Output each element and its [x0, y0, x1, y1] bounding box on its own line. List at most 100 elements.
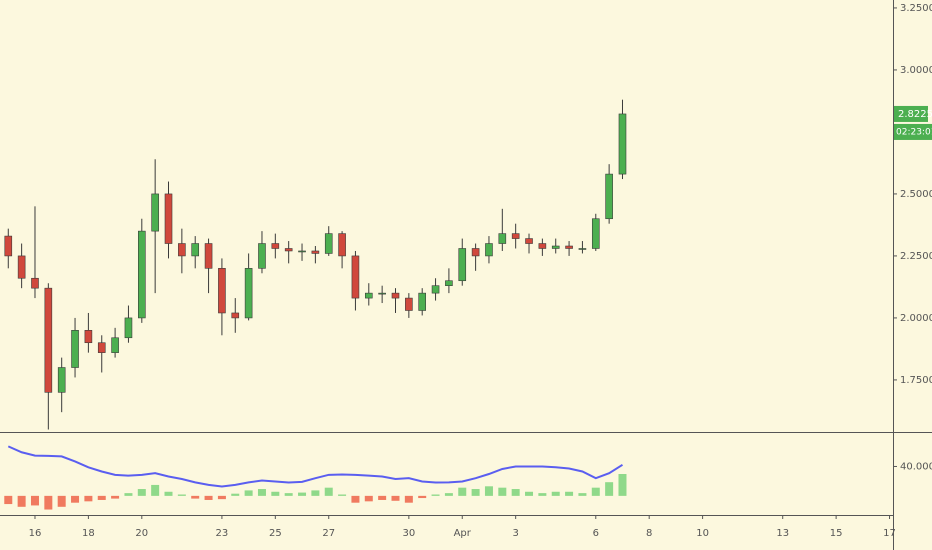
histogram-bar: [364, 495, 373, 502]
candle-body: [84, 330, 93, 344]
candle-body: [591, 218, 600, 249]
x-tick-label: 10: [696, 528, 709, 539]
candle-body: [391, 292, 400, 299]
histogram-bar: [164, 491, 173, 496]
x-tick-label: 15: [830, 528, 843, 539]
histogram-bar: [271, 491, 280, 496]
candle-body: [44, 287, 53, 393]
histogram-bar: [511, 489, 520, 496]
x-tick-label: 18: [82, 528, 95, 539]
candle-body: [605, 173, 613, 220]
candle-body: [284, 248, 293, 252]
histogram-bar: [137, 489, 146, 496]
candle-body: [525, 238, 533, 244]
histogram-bar: [591, 487, 600, 496]
candle-body: [258, 243, 266, 269]
histogram-bar: [71, 495, 80, 503]
candle-body: [244, 268, 253, 319]
candle-body: [405, 297, 413, 311]
histogram-bar: [57, 495, 66, 507]
candle-body: [138, 230, 146, 319]
candle-body: [324, 233, 333, 254]
candle-body: [471, 248, 480, 257]
histogram-bar: [338, 494, 347, 496]
histogram-bar: [177, 494, 186, 496]
x-tick-label: 23: [216, 528, 229, 539]
indicator-line: [7, 445, 624, 488]
histogram-bar: [298, 492, 307, 496]
histogram-bar: [538, 493, 547, 496]
histogram-bar: [231, 493, 240, 496]
candle-body: [298, 250, 306, 253]
histogram-bar: [404, 495, 413, 503]
histogram-bar: [431, 494, 440, 496]
candle-body: [57, 367, 66, 393]
candle-body: [618, 113, 627, 175]
histogram-bar: [418, 495, 427, 499]
y-tick-label: 3.0000: [900, 65, 932, 76]
histogram-bar: [244, 490, 253, 496]
candle-body: [498, 233, 507, 244]
x-tick-label: Apr: [454, 528, 472, 539]
candle-body: [31, 277, 39, 289]
histogram-bar: [444, 493, 453, 496]
countdown-label: 02:23:01: [896, 127, 932, 137]
x-tick-label: 20: [135, 528, 148, 539]
candle-body: [485, 243, 493, 257]
y-tick-label: 2.5000: [900, 189, 932, 200]
histogram-bar: [17, 495, 26, 507]
histogram-bar: [458, 487, 467, 496]
x-tick-label: 6: [593, 528, 599, 539]
histogram-bar: [44, 495, 53, 510]
candle-body: [565, 245, 573, 249]
candle-body: [364, 292, 373, 299]
candle-body: [311, 250, 320, 254]
histogram-bar: [471, 489, 480, 496]
histogram-bar: [84, 495, 93, 502]
histogram-bar: [351, 495, 360, 503]
candle-body: [418, 292, 426, 311]
x-tick-label: 8: [646, 528, 652, 539]
histogram-bar: [324, 487, 333, 496]
countdown-badge: [894, 123, 932, 140]
candle-body: [578, 248, 587, 250]
histogram-bar: [204, 495, 213, 500]
histogram-bar: [257, 489, 266, 496]
y-tick-label: 2.2500: [900, 251, 932, 262]
histogram-bar: [378, 495, 387, 500]
candle-body: [204, 243, 213, 269]
candle-body: [191, 243, 200, 257]
histogram-bar: [484, 486, 493, 496]
candle-body: [71, 330, 79, 368]
candle-body: [378, 292, 386, 295]
histogram-bar: [605, 482, 614, 496]
candle-body: [218, 268, 226, 314]
histogram-bar: [217, 495, 226, 500]
histogram-bar: [498, 487, 507, 496]
candle-body: [445, 280, 453, 286]
x-tick-label: 3: [512, 528, 518, 539]
candle-body: [551, 245, 560, 249]
histogram-bar: [284, 493, 293, 496]
candle-body: [351, 255, 360, 299]
last-price-badge: [894, 105, 928, 122]
candle-body: [178, 243, 186, 257]
x-tick-label: 16: [29, 528, 42, 539]
last-price-label: 2.8225: [898, 109, 932, 120]
x-tick-label: 27: [322, 528, 335, 539]
histogram-bar: [391, 495, 400, 501]
histogram-bar: [551, 491, 560, 496]
histogram-bar: [111, 495, 120, 499]
candle-body: [164, 193, 173, 244]
y-tick-label: 3.2500: [900, 3, 932, 14]
histogram-bar: [191, 495, 200, 499]
histogram-bar: [124, 493, 133, 496]
candle-body: [97, 342, 106, 353]
histogram-bar: [4, 495, 13, 505]
candle-body: [151, 193, 159, 232]
candle-body: [511, 233, 520, 239]
y-tick-label: 1.7500: [900, 375, 932, 386]
y-tick-label: 40.0000: [900, 461, 932, 472]
x-tick-label: 13: [776, 528, 789, 539]
